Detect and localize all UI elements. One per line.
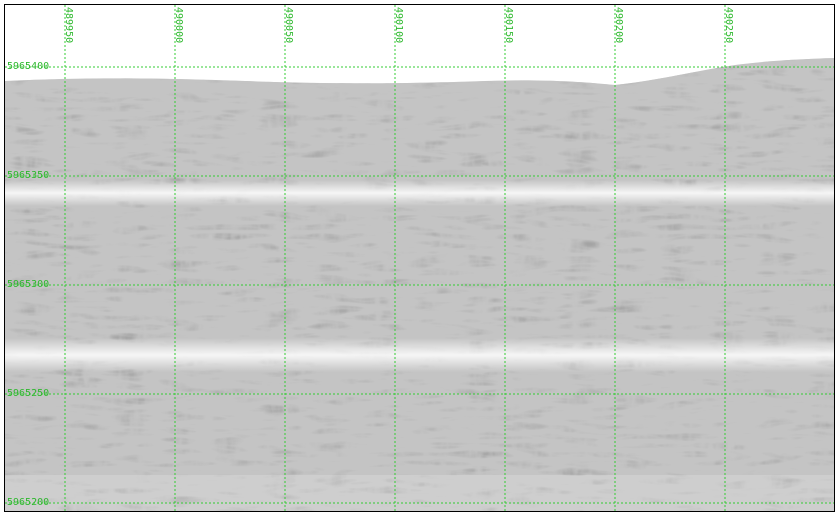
- northing-label: 5965250: [7, 388, 50, 399]
- easting-label: 490200: [613, 7, 624, 44]
- easting-label: 490050: [283, 7, 294, 44]
- northing-label: 5965200: [7, 497, 50, 508]
- northing-label: 5965350: [7, 170, 50, 181]
- sonar-mosaic[interactable]: [5, 5, 834, 511]
- easting-label: 490250: [723, 7, 734, 44]
- easting-label: 490000: [173, 7, 184, 44]
- coordinate-grid: [5, 5, 834, 511]
- northing-label: 5965300: [7, 279, 50, 290]
- easting-label: 490300: [833, 7, 835, 44]
- sonar-mosaic-frame[interactable]: 489950 490000 490050 490100 490150 49020…: [4, 4, 835, 512]
- seabed-imagery: [5, 58, 834, 511]
- easting-label: 490100: [393, 7, 404, 44]
- northing-label: 5965400: [7, 61, 50, 72]
- easting-label: 490150: [503, 7, 514, 44]
- easting-label: 489950: [63, 7, 74, 44]
